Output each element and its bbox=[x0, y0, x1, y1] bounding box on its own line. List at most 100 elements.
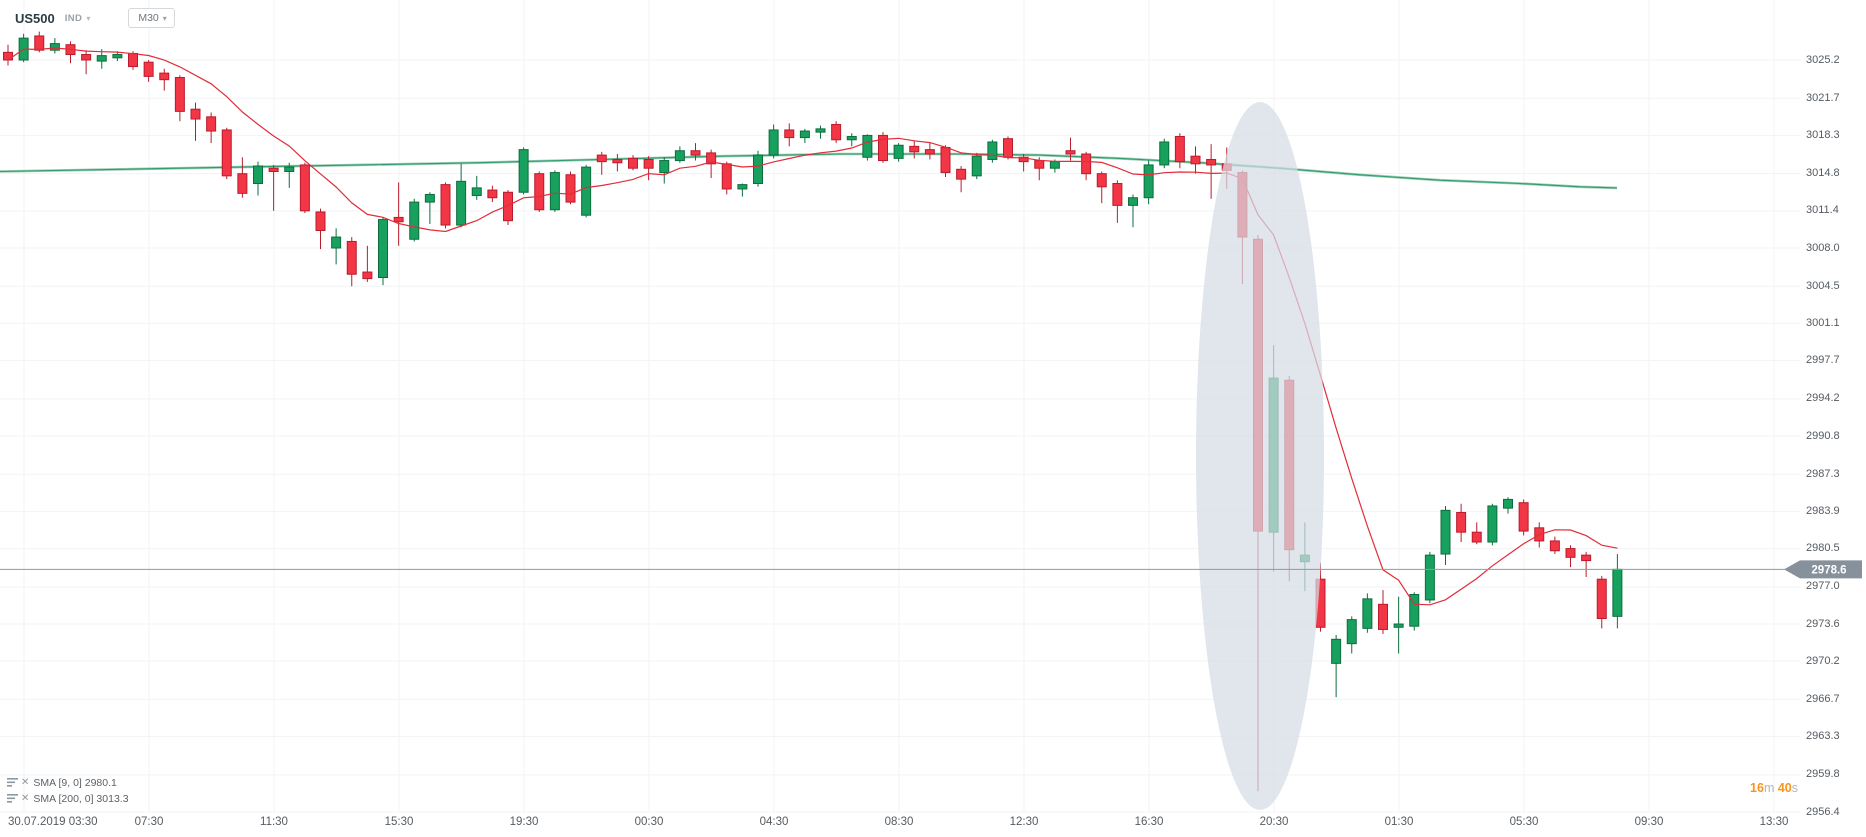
price-tick-label: 2987.3 bbox=[1806, 467, 1840, 480]
candle-body bbox=[612, 158, 623, 164]
time-axis[interactable]: 30.07.2019 03:30 07:30 11:30 15:30 19:30 00:3… bbox=[0, 812, 1866, 837]
candle-body bbox=[534, 173, 545, 211]
remove-indicator-icon[interactable]: ✕ bbox=[21, 776, 30, 788]
candle-body bbox=[159, 72, 170, 81]
candle-body bbox=[971, 155, 982, 177]
candle-body bbox=[1143, 164, 1154, 199]
candle-body bbox=[831, 123, 842, 141]
timeframe-value: M30 bbox=[138, 12, 159, 24]
remove-indicator-icon[interactable]: ✕ bbox=[21, 792, 30, 804]
countdown-seconds-unit: s bbox=[1791, 781, 1798, 795]
sma200-line bbox=[0, 153, 1618, 189]
candle-body bbox=[1518, 502, 1529, 532]
indicator-settings-icon[interactable] bbox=[6, 778, 19, 788]
current-price-tag bbox=[1784, 560, 1862, 579]
candle-body bbox=[940, 146, 951, 174]
candle-body bbox=[1596, 578, 1607, 620]
candle-body bbox=[1128, 197, 1138, 206]
price-tick-label: 3021.7 bbox=[1806, 91, 1840, 104]
candle-body bbox=[846, 136, 857, 141]
price-tick-label: 2966.7 bbox=[1806, 692, 1840, 705]
candle-body bbox=[799, 130, 810, 139]
candle-body bbox=[471, 187, 482, 197]
price-tick-label: 3011.4 bbox=[1806, 204, 1839, 217]
candle-body bbox=[331, 236, 342, 249]
chart-header: US500 IND ▾ M30 ▾ bbox=[15, 8, 175, 28]
timeframe-select[interactable]: M30 ▾ bbox=[128, 8, 175, 28]
candle-body bbox=[299, 164, 310, 212]
candle-body bbox=[1003, 138, 1013, 158]
candle-body bbox=[1190, 155, 1201, 165]
price-tick-label: 2956.4 bbox=[1806, 805, 1840, 818]
candle-body bbox=[1174, 136, 1185, 163]
candle-body bbox=[190, 108, 201, 120]
candle-body bbox=[674, 150, 685, 162]
candle-body bbox=[237, 173, 248, 194]
candle-body bbox=[1034, 160, 1045, 169]
candle-body bbox=[1440, 509, 1451, 555]
time-tick-label: 04:30 bbox=[759, 816, 789, 828]
price-tick-label: 2980.5 bbox=[1806, 542, 1840, 555]
candle-body bbox=[1503, 498, 1513, 509]
candle-body bbox=[878, 134, 888, 162]
candle-body bbox=[49, 43, 60, 51]
candle-body bbox=[1096, 173, 1107, 188]
candle-body bbox=[315, 211, 326, 232]
time-tick-label: 08:30 bbox=[884, 816, 914, 828]
price-axis[interactable]: 3025.2 3021.7 3018.3 3014.8 3011.4 3008.0 3004… bbox=[1806, 0, 1866, 818]
time-tick-label: 09:30 bbox=[1634, 816, 1664, 828]
time-tick-label: 07:30 bbox=[134, 816, 164, 828]
candle-body bbox=[112, 54, 123, 59]
chevron-down-icon[interactable]: ▾ bbox=[86, 13, 91, 23]
price-tick-label: 2990.8 bbox=[1806, 429, 1840, 442]
highlight-ellipse[interactable] bbox=[1196, 102, 1324, 810]
candle-body bbox=[1393, 623, 1404, 628]
candle-body bbox=[1471, 531, 1482, 543]
candle-body bbox=[128, 52, 138, 68]
symbol-title[interactable]: US500 bbox=[15, 10, 55, 26]
candle-body bbox=[815, 128, 826, 133]
candle-body bbox=[346, 240, 357, 275]
candle-body bbox=[924, 149, 935, 155]
candle-body bbox=[440, 184, 451, 226]
candle-body bbox=[1112, 183, 1123, 206]
candle-body bbox=[456, 180, 467, 226]
candle-body bbox=[768, 129, 779, 156]
price-tick-label: 3018.3 bbox=[1806, 128, 1840, 141]
candle-body bbox=[378, 219, 388, 279]
candle-body bbox=[628, 157, 638, 169]
instrument-type-label[interactable]: IND bbox=[64, 12, 83, 24]
price-tick-label: 3025.2 bbox=[1806, 53, 1840, 66]
indicator-settings-icon[interactable] bbox=[6, 794, 19, 804]
candle-body bbox=[1159, 141, 1170, 166]
sma9-line bbox=[7, 47, 1618, 606]
price-tick-label: 3014.8 bbox=[1806, 167, 1840, 180]
time-tick-label: 19:30 bbox=[509, 816, 539, 828]
candle-body bbox=[721, 163, 732, 190]
candle-body bbox=[909, 145, 920, 153]
candle-body bbox=[1378, 603, 1388, 630]
candle-body bbox=[1424, 554, 1435, 601]
candle-body bbox=[1456, 512, 1467, 533]
candle-body bbox=[1362, 598, 1373, 629]
current-price-value: 2978.6 bbox=[1811, 564, 1846, 576]
price-tick-label: 2970.2 bbox=[1806, 654, 1840, 667]
candle-body bbox=[1331, 638, 1342, 664]
candle-body bbox=[862, 134, 873, 158]
indicator-legend: ✕ SMA [9, 0] 2980.1 ✕ SMA [200, 0] 3013.3 bbox=[6, 775, 129, 807]
candle-body bbox=[284, 166, 295, 172]
price-tick-label: 2963.3 bbox=[1806, 730, 1840, 743]
price-tick-label: 2983.9 bbox=[1806, 504, 1840, 517]
candle-body bbox=[1065, 150, 1076, 155]
candle-body bbox=[1581, 554, 1592, 562]
price-tick-label: 2977.0 bbox=[1806, 580, 1840, 593]
candle-body bbox=[253, 165, 263, 185]
candle-body bbox=[409, 201, 420, 240]
candle-body bbox=[34, 35, 45, 51]
candle-body bbox=[362, 271, 373, 280]
time-tick-label: 11:30 bbox=[260, 816, 288, 828]
candle-body bbox=[596, 154, 607, 163]
countdown-seconds: 40 bbox=[1777, 781, 1792, 795]
indicator-label: SMA [200, 0] 3013.3 bbox=[33, 792, 129, 805]
